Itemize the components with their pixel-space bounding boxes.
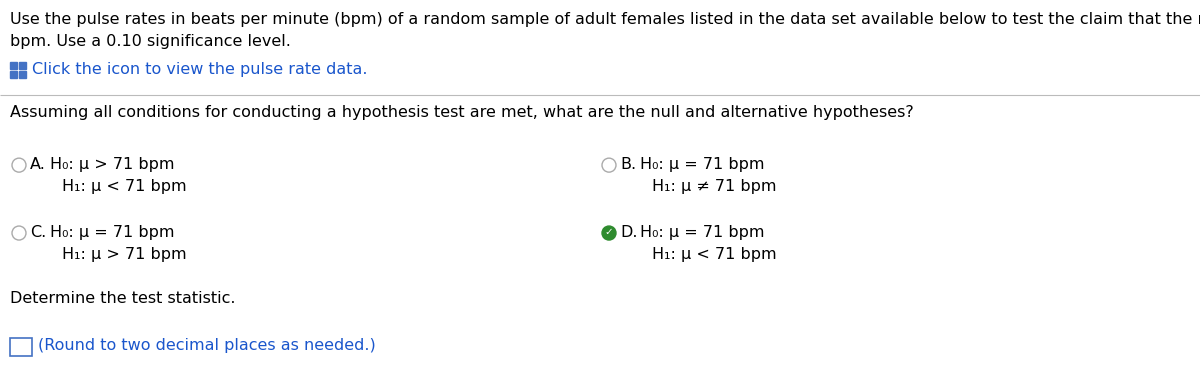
- Text: B.: B.: [620, 157, 636, 172]
- Circle shape: [12, 226, 26, 240]
- Text: C.: C.: [30, 225, 47, 240]
- Text: D.: D.: [620, 225, 637, 240]
- FancyBboxPatch shape: [10, 338, 32, 355]
- Text: Use the pulse rates in beats per minute (bpm) of a random sample of adult female: Use the pulse rates in beats per minute …: [10, 12, 1200, 49]
- Text: H₁: μ < 71 bpm: H₁: μ < 71 bpm: [652, 247, 776, 262]
- FancyBboxPatch shape: [19, 71, 26, 78]
- Circle shape: [602, 158, 616, 172]
- Circle shape: [602, 226, 616, 240]
- Text: H₁: μ < 71 bpm: H₁: μ < 71 bpm: [62, 179, 187, 194]
- FancyBboxPatch shape: [19, 62, 26, 69]
- Text: Determine the test statistic.: Determine the test statistic.: [10, 291, 235, 306]
- Text: ✓: ✓: [605, 227, 613, 237]
- Text: H₀: μ = 71 bpm: H₀: μ = 71 bpm: [640, 157, 764, 172]
- Text: H₀: μ = 71 bpm: H₀: μ = 71 bpm: [640, 225, 764, 240]
- Circle shape: [12, 158, 26, 172]
- Text: Assuming all conditions for conducting a hypothesis test are met, what are the n: Assuming all conditions for conducting a…: [10, 105, 913, 120]
- Text: H₀: μ = 71 bpm: H₀: μ = 71 bpm: [50, 225, 174, 240]
- Text: H₁: μ > 71 bpm: H₁: μ > 71 bpm: [62, 247, 187, 262]
- FancyBboxPatch shape: [10, 71, 17, 78]
- Text: H₀: μ > 71 bpm: H₀: μ > 71 bpm: [50, 157, 174, 172]
- Text: H₁: μ ≠ 71 bpm: H₁: μ ≠ 71 bpm: [652, 179, 776, 194]
- Text: (Round to two decimal places as needed.): (Round to two decimal places as needed.): [38, 338, 376, 353]
- Text: Click the icon to view the pulse rate data.: Click the icon to view the pulse rate da…: [32, 62, 367, 77]
- FancyBboxPatch shape: [10, 62, 17, 69]
- Text: A.: A.: [30, 157, 46, 172]
